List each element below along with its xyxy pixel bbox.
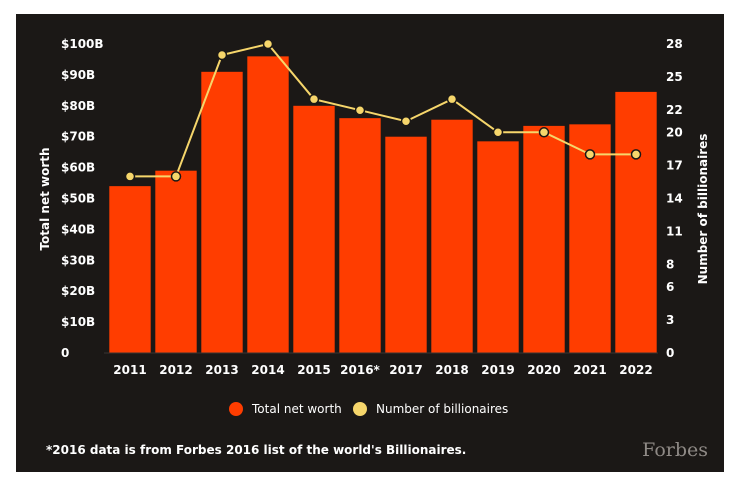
left-axis-ticks: 0 $10B $20B $30B $40B $50B $60B $70B $80B $90B $10… [61,37,104,360]
x-tick-label: 2015 [297,363,330,377]
right-tick-label: 20 [666,125,683,139]
bar [385,136,427,353]
bar [293,105,335,353]
left-tick-label: $50B [61,192,95,206]
right-tick-label: 22 [666,103,683,117]
left-tick-label: $60B [61,161,95,175]
data-point [262,38,274,50]
left-tick-label: $20B [61,284,95,298]
right-axis-ticks: 0 3 6 8 11 14 17 20 22 25 28 [666,37,683,360]
data-point [216,49,228,61]
right-tick-label: 25 [666,70,683,84]
bar [155,170,197,353]
bar [523,125,565,353]
x-tick-label: 2020 [527,363,560,377]
x-tick-label: 2022 [619,363,652,377]
right-tick-label: 28 [666,37,683,51]
x-tick-label: 2012 [159,363,192,377]
billionaires-points [124,38,642,182]
billionaires-line [130,42,636,178]
right-axis-title: Number of billionaires [696,134,710,285]
data-point [538,127,550,138]
right-tick-label: 17 [666,158,683,172]
legend-swatch-billionaires [353,402,367,416]
data-point [124,171,136,182]
x-tick-label: 2017 [389,363,422,377]
right-tick-label: 3 [666,313,674,327]
bar [201,71,243,353]
data-point [400,116,412,127]
left-axis-title: Total net worth [38,147,52,250]
bar [615,91,657,354]
left-tick-label: $40B [61,222,95,236]
right-tick-label: 6 [666,280,674,294]
x-tick-label: 2016* [340,363,380,377]
x-tick-label: 2013 [205,363,238,377]
chart-svg: 0 $10B $20B $30B $40B $50B $60B $70B $80B $90B $10… [38,37,710,461]
right-tick-label: 14 [666,192,683,206]
bar [431,119,473,353]
right-tick-label: 0 [666,346,674,360]
data-point [492,127,504,138]
bar [339,118,381,353]
footnote: *2016 data is from Forbes 2016 list of t… [46,443,466,457]
bar-series [109,56,657,354]
left-tick-label: $100B [61,37,104,51]
x-axis-ticks: 2011 2012 2013 2014 2015 2016* 2017 2018 2019 202… [113,363,652,377]
legend-label-billionaires: Number of billionaires [376,402,508,416]
x-tick-label: 2014 [251,363,284,377]
left-tick-label: 0 [61,346,69,360]
left-tick-label: $90B [61,68,95,82]
data-point [308,93,320,105]
left-tick-label: $10B [61,315,95,329]
legend-swatch-net-worth [229,402,243,416]
left-tick-label: $70B [61,130,95,144]
data-point [446,93,458,105]
right-tick-label: 11 [666,225,683,239]
bar [477,141,519,353]
legend-label-net-worth: Total net worth [251,402,342,416]
forbes-logo: Forbes [642,439,708,461]
left-tick-label: $30B [61,253,95,267]
data-point [354,104,366,116]
x-tick-label: 2021 [573,363,606,377]
data-point [170,171,182,182]
x-tick-label: 2019 [481,363,514,377]
data-point [584,149,596,160]
left-tick-label: $80B [61,99,95,113]
data-point [630,149,642,160]
bar [109,186,151,353]
right-tick-label: 8 [666,258,674,272]
legend: Total net worth Number of billionaires [229,402,508,416]
bar [569,124,611,353]
bar [247,56,289,354]
x-tick-label: 2018 [435,363,468,377]
chart-card: 0 $10B $20B $30B $40B $50B $60B $70B $80B $90B $10… [16,14,724,472]
x-tick-label: 2011 [113,363,146,377]
